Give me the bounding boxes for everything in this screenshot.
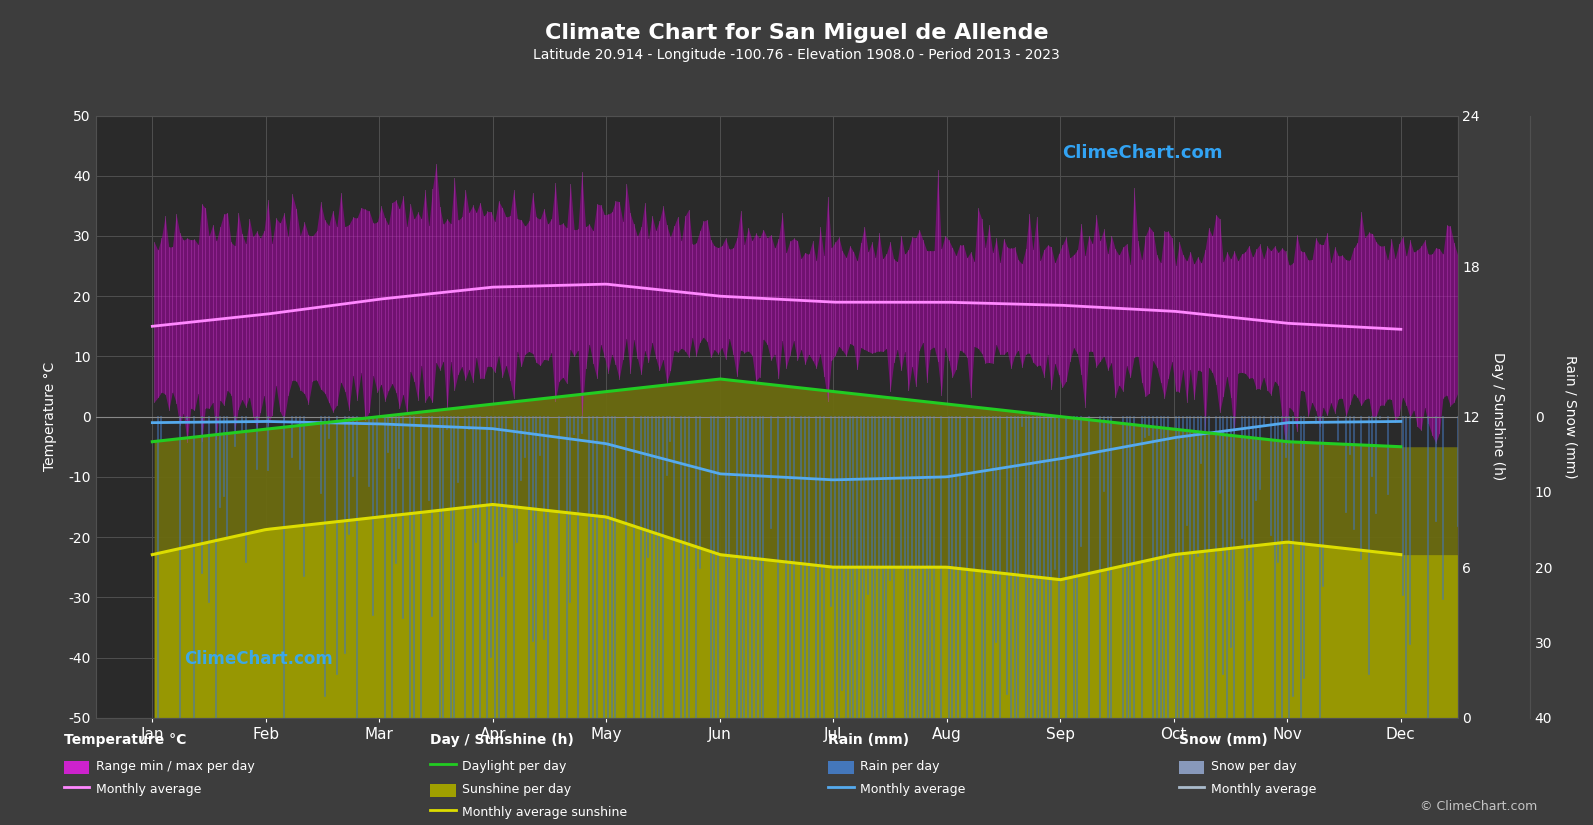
Text: ClimeChart.com: ClimeChart.com xyxy=(1063,144,1223,162)
Text: Daylight per day: Daylight per day xyxy=(462,760,567,773)
Text: Snow per day: Snow per day xyxy=(1211,760,1297,773)
Text: Range min / max per day: Range min / max per day xyxy=(96,760,255,773)
Text: Climate Chart for San Miguel de Allende: Climate Chart for San Miguel de Allende xyxy=(545,23,1048,43)
Y-axis label: Rain / Snow (mm): Rain / Snow (mm) xyxy=(1563,355,1577,478)
Text: Monthly average sunshine: Monthly average sunshine xyxy=(462,806,628,819)
Text: Latitude 20.914 - Longitude -100.76 - Elevation 1908.0 - Period 2013 - 2023: Latitude 20.914 - Longitude -100.76 - El… xyxy=(534,48,1059,62)
Text: ClimeChart.com: ClimeChart.com xyxy=(185,649,333,667)
Text: Rain per day: Rain per day xyxy=(860,760,940,773)
Text: © ClimeChart.com: © ClimeChart.com xyxy=(1419,800,1537,813)
Text: Monthly average: Monthly average xyxy=(96,783,201,796)
Text: Sunshine per day: Sunshine per day xyxy=(462,783,572,796)
Y-axis label: Day / Sunshine (h): Day / Sunshine (h) xyxy=(1491,352,1505,481)
Text: Snow (mm): Snow (mm) xyxy=(1179,733,1268,747)
Text: Rain (mm): Rain (mm) xyxy=(828,733,910,747)
Text: Day / Sunshine (h): Day / Sunshine (h) xyxy=(430,733,573,747)
Text: Temperature °C: Temperature °C xyxy=(64,733,186,747)
Text: Monthly average: Monthly average xyxy=(1211,783,1316,796)
Y-axis label: Temperature °C: Temperature °C xyxy=(43,362,57,471)
Text: Monthly average: Monthly average xyxy=(860,783,965,796)
